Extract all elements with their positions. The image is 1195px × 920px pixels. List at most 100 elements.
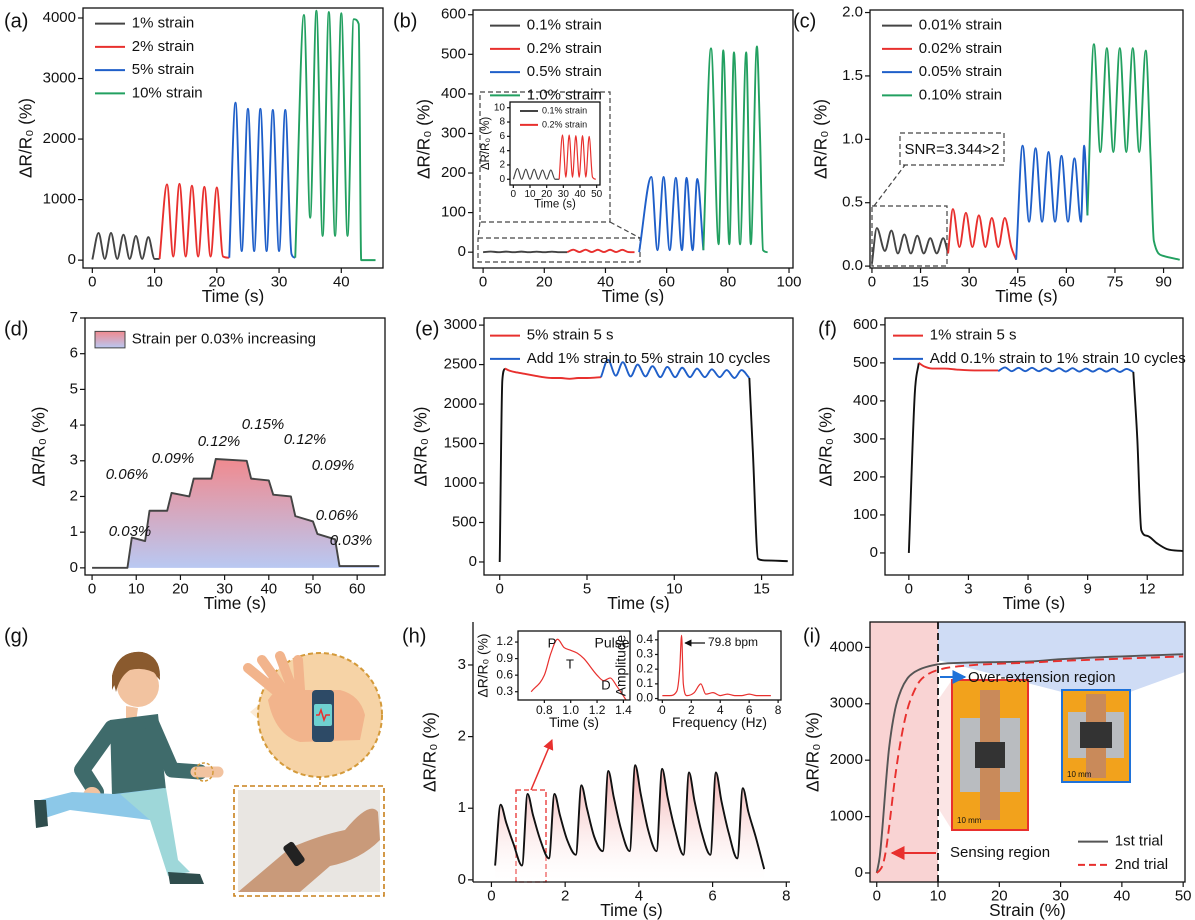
legend-label: 0.05% strain (919, 63, 1002, 80)
y-axis-title: ΔR/R₀ (%) (411, 406, 431, 486)
x-tick-label: 15 (753, 581, 770, 598)
legend-label: 0.1% strain (542, 105, 587, 115)
annotation: Over-extension region (968, 669, 1116, 686)
y-tick-label: 1 (458, 799, 466, 816)
legend-label: 2nd trial (1115, 856, 1168, 873)
x-tick-label: 2 (561, 888, 569, 905)
x-axis-title: Time (s) (600, 900, 663, 920)
series-line (229, 103, 295, 258)
x-axis-title: Time (s) (995, 286, 1058, 306)
x-tick-label: 12 (1139, 581, 1156, 598)
y-tick-label: 0 (855, 864, 863, 881)
annotation: 0.03% (330, 532, 373, 549)
x-tick-label: 10 (146, 274, 163, 291)
y-tick-label: 4000 (830, 638, 863, 655)
sample (975, 742, 1005, 768)
series-line (749, 378, 787, 561)
annotation: 0.15% (242, 416, 285, 433)
chart-panel: 024680.00.10.20.30.4Frequency (Hz)Amplit… (614, 631, 782, 730)
y-tick-label: 2000 (444, 395, 477, 412)
y-tick-label: 600 (441, 6, 466, 23)
annotation: P (548, 635, 557, 650)
panel-label: (e) (415, 318, 439, 340)
y-tick-label: 500 (452, 513, 477, 530)
series-line (909, 363, 919, 553)
annotation: 10 mm (1067, 770, 1092, 779)
legend-label: 1.0% strain (527, 86, 602, 103)
y-tick-label: 3000 (444, 316, 477, 333)
panel-label: (g) (4, 625, 28, 647)
annotation: SNR=3.344>2 (904, 141, 999, 158)
plot-area (495, 765, 764, 880)
series-line (1133, 372, 1183, 551)
x-axis-title: Time (s) (602, 286, 665, 306)
x-tick-label: 0 (868, 274, 876, 291)
y-tick-label: 200 (853, 468, 878, 485)
x-tick-label: 50 (1175, 888, 1192, 905)
x-tick-label: 75 (1107, 274, 1124, 291)
y-tick-label: 400 (441, 85, 466, 102)
y-tick-label: 0.3 (636, 647, 653, 661)
y-axis-title: ΔR/R₀ (%) (414, 99, 434, 179)
x-axis-title: Frequency (Hz) (672, 715, 767, 730)
series-line (1087, 44, 1179, 260)
panel-label: (f) (818, 318, 837, 340)
y-tick-label: 200 (441, 164, 466, 181)
legend-label: 1% strain (132, 15, 195, 32)
y-axis-title: Amplitude (614, 635, 629, 697)
y-tick-label: 0 (458, 871, 466, 888)
legend-label: 5% strain 5 s (527, 327, 614, 344)
x-axis-title: Time (s) (204, 593, 267, 613)
y-tick-label: 0.9 (496, 651, 513, 665)
y-tick-label: 4 (499, 145, 505, 156)
x-tick-label: 0 (659, 703, 666, 717)
y-tick-label: 2500 (444, 356, 477, 373)
series-line (639, 177, 703, 252)
x-tick-label: 9 (1083, 581, 1091, 598)
y-tick-label: 2 (458, 728, 466, 745)
plot-area (513, 135, 596, 179)
y-tick-label: 300 (441, 124, 466, 141)
legend-label: 0.5% strain (527, 63, 602, 80)
y-tick-label: 0.3 (496, 684, 513, 698)
series-line (948, 209, 1016, 260)
y-tick-label: 100 (853, 506, 878, 523)
x-tick-label: 40 (574, 189, 586, 200)
y-tick-label: 0.6 (496, 667, 513, 681)
y-tick-label: 7 (70, 309, 78, 326)
y-tick-label: 0 (870, 544, 878, 561)
series-line (998, 367, 1133, 372)
y-tick-label: 0.2 (636, 661, 653, 675)
panel-label: (b) (393, 10, 417, 32)
plot-area (500, 360, 788, 562)
series-line (483, 252, 567, 253)
front-leg (120, 788, 190, 876)
x-tick-label: 0 (873, 888, 881, 905)
chart-panel: 0369120100200300400500600Time (s)ΔR/R₀ (… (816, 316, 1186, 613)
legend-label: 1% strain 5 s (930, 327, 1017, 344)
y-tick-label: 0.0 (636, 691, 653, 705)
x-tick-label: 6 (708, 888, 716, 905)
figure: (g) 01020304001000200030004000Time (s)ΔR… (0, 0, 1195, 920)
chart-panel: 01530456075900.00.51.01.52.0Time (s)ΔR/R… (793, 4, 1183, 306)
y-tick-label: 0 (68, 251, 76, 268)
y-tick-label: 3 (458, 656, 466, 673)
x-tick-label: 1.4 (615, 703, 632, 717)
snr-line (874, 165, 905, 206)
annotation: 0.06% (106, 466, 149, 483)
panel-label: (d) (4, 318, 28, 340)
x-axis-title: Time (s) (1003, 593, 1066, 613)
x-tick-label: 80 (719, 274, 736, 291)
y-tick-label: 0.5 (842, 194, 863, 211)
annotation: 10 mm (957, 816, 982, 825)
y-tick-label: 0.1 (636, 676, 653, 690)
y-tick-label: 1000 (830, 808, 863, 825)
y-axis-title: ΔR/R₀ (%) (476, 634, 491, 698)
x-tick-label: 0 (487, 888, 495, 905)
sample (1080, 722, 1112, 748)
annotation: T (566, 656, 574, 671)
y-tick-label: 1000 (444, 474, 477, 491)
